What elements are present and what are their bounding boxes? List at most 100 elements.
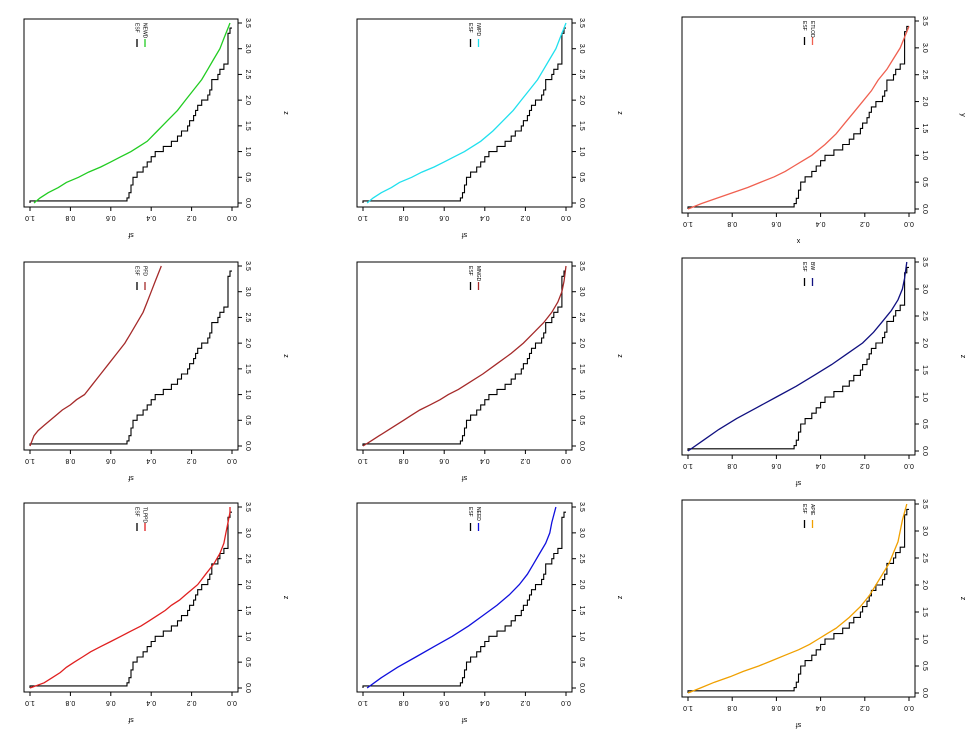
sf-axis-title: sf <box>128 231 134 238</box>
plot-frame <box>356 502 573 693</box>
z-tick-label: 3.5 <box>244 261 251 271</box>
sf-axis-title: sf <box>796 721 802 728</box>
sf-tick-label: 0.0 <box>904 462 914 469</box>
z-tick-label: 1.5 <box>921 124 928 134</box>
fitted-curve <box>29 507 231 689</box>
esf-step-line <box>29 511 232 688</box>
z-tick-label: 1.0 <box>244 390 251 400</box>
z-tick-label: 2.5 <box>578 70 585 80</box>
z-tick-label: 0.5 <box>921 419 928 429</box>
sf-tick-label: 0.4 <box>816 462 826 469</box>
z-tick-label: 3.5 <box>921 499 928 509</box>
z-axis-title: z <box>959 597 966 601</box>
legend-label: NEWD <box>142 23 148 39</box>
z-tick-label: 0.5 <box>244 172 251 182</box>
legend-label: ETLOD <box>809 21 815 38</box>
sf-tick-label: 0.8 <box>399 214 409 221</box>
sf-tick-label: 0.4 <box>480 457 490 464</box>
z-tick-label: 0.5 <box>578 415 585 425</box>
sf-tick-label: 0.4 <box>146 214 156 221</box>
chart-panel-3: 0.0 0.5 1.0 1.5 2.0 2.5 3.0 3.5 0.0 0.2 0.4 0.6 0.8 1… <box>23 18 289 238</box>
z-tick-label: 3.0 <box>578 528 585 538</box>
z-tick-label: 1.0 <box>244 631 251 641</box>
z-tick-label: 1.5 <box>578 606 585 616</box>
sf-tick-label: 0.4 <box>146 699 156 706</box>
legend-label: ESF <box>467 266 473 276</box>
chart-panel-6: 0.0 0.5 1.0 1.5 2.0 2.5 3.0 3.5 0.0 0.2 0.4 0.6 0.8 1… <box>356 18 623 238</box>
z-axis-title: z <box>616 111 623 115</box>
z-tick-label: 3.5 <box>578 502 585 512</box>
sf-tick-label: 1.0 <box>358 214 368 221</box>
sf-tick-label: 0.8 <box>727 220 737 227</box>
sf-tick-label: 0.8 <box>727 704 737 711</box>
z-tick-label: 3.0 <box>244 528 251 538</box>
sf-axis-title: sf <box>462 474 468 481</box>
sf-tick-label: 0.2 <box>860 220 870 227</box>
z-tick-label: 0.5 <box>244 657 251 667</box>
z-tick-label: 1.0 <box>578 390 585 400</box>
esf-step-line <box>687 266 909 451</box>
fitted-curve <box>33 22 231 204</box>
sf-tick-label: 0.6 <box>771 220 781 227</box>
sf-tick-label: 0.6 <box>106 457 116 464</box>
z-tick-label: 3.5 <box>244 18 251 28</box>
z-tick-label: 2.5 <box>244 313 251 323</box>
plot-frame <box>681 499 916 698</box>
sf-tick-label: 0.6 <box>771 704 781 711</box>
z-tick-label: 0.0 <box>578 683 585 693</box>
sf-tick-label: 0.8 <box>399 457 409 464</box>
plot-frame <box>681 16 916 214</box>
fitted-curve <box>362 265 567 447</box>
legend-label: BW <box>809 262 815 270</box>
z-tick-label: 2.0 <box>244 95 251 105</box>
legend-label: APIE <box>809 504 815 516</box>
chart-panel-9: 0.0 0.5 1.0 1.5 2.0 2.5 3.0 3.5 0.0 0.2 0.4 0.6 0.8 1… <box>681 16 966 244</box>
z-tick-label: 2.0 <box>921 97 928 107</box>
esf-step-line <box>29 270 232 446</box>
z-tick-label: 2.5 <box>921 311 928 321</box>
z-tick-label: 2.0 <box>921 580 928 590</box>
z-tick-label: 2.5 <box>578 313 585 323</box>
plot-frame <box>356 18 573 208</box>
legend-label: NEED <box>475 507 481 521</box>
sf-tick-label: 0.4 <box>816 220 826 227</box>
chart-panel-5: 0.0 0.5 1.0 1.5 2.0 2.5 3.0 3.5 0.0 0.2 0.4 0.6 0.8 1… <box>356 261 623 481</box>
sf-tick-label: 0.2 <box>187 457 197 464</box>
sf-tick-label: 0.0 <box>561 214 571 221</box>
fitted-curve <box>687 26 910 210</box>
chart-panel-8: 0.0 0.5 1.0 1.5 2.0 2.5 3.0 3.5 0.0 0.2 0.4 0.6 0.8 1… <box>681 257 966 486</box>
sf-tick-label: 0.0 <box>904 220 914 227</box>
sf-tick-label: 1.0 <box>683 220 693 227</box>
sf-tick-label: 0.8 <box>399 699 409 706</box>
z-tick-label: 3.5 <box>578 261 585 271</box>
plot-frame <box>23 502 239 693</box>
z-tick-label: 0.0 <box>244 198 251 208</box>
z-tick-label: 2.5 <box>921 70 928 80</box>
z-tick-label: 3.0 <box>921 43 928 53</box>
z-tick-label: 0.5 <box>578 172 585 182</box>
z-axis-title: z <box>616 354 623 358</box>
chart-panel-1: 0.0 0.5 1.0 1.5 2.0 2.5 3.0 3.5 0.0 0.2 0.4 0.6 0.8 1… <box>23 502 289 723</box>
z-tick-label: 2.0 <box>578 580 585 590</box>
z-tick-label: 0.0 <box>244 441 251 451</box>
sf-tick-label: 0.6 <box>439 214 449 221</box>
esf-step-line <box>687 508 909 693</box>
z-tick-label: 1.0 <box>921 634 928 644</box>
z-tick-label: 3.0 <box>578 287 585 297</box>
sf-axis-title: sf <box>796 479 802 486</box>
z-tick-label: 0.5 <box>921 661 928 671</box>
sf-tick-label: 0.6 <box>771 462 781 469</box>
sf-tick-label: 1.0 <box>358 457 368 464</box>
z-tick-label: 0.5 <box>578 657 585 667</box>
sf-axis-title: sf <box>462 716 468 723</box>
z-tick-label: 2.0 <box>244 338 251 348</box>
z-tick-label: 0.5 <box>244 415 251 425</box>
legend-label: ESF <box>801 504 807 514</box>
z-tick-label: 2.5 <box>244 70 251 80</box>
chart-panel-2: 0.0 0.5 1.0 1.5 2.0 2.5 3.0 3.5 0.0 0.2 0.4 0.6 0.8 1… <box>23 261 289 481</box>
esf-step-line <box>687 25 909 209</box>
legend-label: ESF <box>134 266 140 276</box>
sf-tick-label: 0.2 <box>520 699 530 706</box>
sf-tick-label: 0.8 <box>727 462 737 469</box>
